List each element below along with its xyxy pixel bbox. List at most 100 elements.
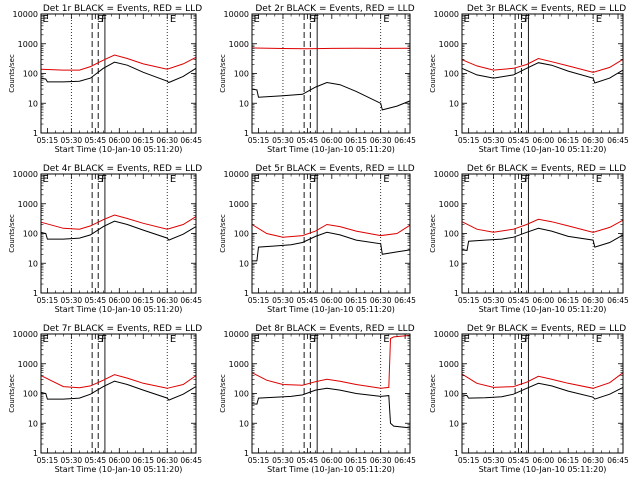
panel-title: Det 9r BLACK = Events, RED = LLD: [467, 324, 626, 334]
marker-label: E: [596, 334, 602, 345]
x-tick-label: 06:30: [582, 136, 604, 145]
y-axis-label: Counts/sec: [8, 214, 16, 253]
events-rate-line: [40, 61, 197, 84]
events-rate-line: [461, 227, 624, 251]
x-tick-label: 06:45: [180, 136, 202, 145]
y-tick-label: 1000: [439, 40, 459, 49]
x-tick-label: 05:15: [248, 456, 270, 465]
marker-label: E: [383, 14, 389, 25]
marker-label: S: [309, 334, 315, 345]
y-tick-label: 1000: [229, 360, 249, 369]
panel-det-1: 1 10 100 1000 10000 05:15 05:30 05:45 06:00 06:15…: [8, 4, 202, 154]
plot-frame: [461, 333, 624, 454]
y-axis-label: Counts/sec: [219, 374, 227, 413]
x-tick-label: 05:30: [61, 136, 83, 145]
y-tick-label: 100: [234, 390, 249, 399]
marker-label: E: [170, 174, 176, 185]
y-tick-label: 10000: [434, 10, 459, 19]
x-tick-label: 05:30: [272, 296, 294, 305]
panel-title: Det 8r BLACK = Events, RED = LLD: [255, 324, 414, 334]
x-tick-label: 06:15: [557, 136, 579, 145]
marker-label: F: [524, 334, 530, 345]
lld-rate-line: [40, 54, 197, 71]
x-axis-label: Start Time (10-Jan-10 05:11:20): [267, 145, 395, 154]
y-tick-label: 1: [454, 289, 459, 298]
marker-label: E: [596, 174, 602, 185]
x-tick-label: 06:30: [582, 456, 604, 465]
y-tick-label: 1: [244, 449, 249, 458]
y-tick-label: 1: [33, 449, 38, 458]
marker-label: S: [520, 334, 526, 345]
events-rate-line: [251, 81, 411, 111]
marker-label: F: [101, 334, 107, 345]
x-tick-label: 06:30: [370, 136, 392, 145]
marker-label: E: [170, 14, 176, 25]
y-tick-label: 10: [28, 419, 38, 428]
x-tick-label: 06:30: [156, 136, 178, 145]
panel-title: Det 7r BLACK = Events, RED = LLD: [43, 324, 202, 334]
x-tick-label: 06:15: [345, 136, 367, 145]
x-tick-label: 05:45: [297, 296, 319, 305]
marker-label: F: [524, 14, 530, 25]
marker-label: F: [313, 334, 319, 345]
marker-label: S: [97, 334, 103, 345]
panel-title: Det 1r BLACK = Events, RED = LLD: [43, 4, 202, 14]
y-tick-label: 1: [33, 289, 38, 298]
x-tick-label: 06:00: [321, 456, 343, 465]
marker-label: E: [253, 334, 259, 345]
y-axis-label: Counts/sec: [429, 374, 437, 413]
y-axis-label: Counts/sec: [429, 214, 437, 253]
x-tick-label: 06:15: [132, 136, 154, 145]
y-tick-label: 100: [444, 230, 459, 239]
x-axis-label: Start Time (10-Jan-10 05:11:20): [479, 465, 607, 474]
x-tick-label: 05:45: [85, 456, 107, 465]
plot-frame: [461, 173, 624, 294]
marker-label: S: [309, 174, 315, 185]
x-tick-label: 05:45: [508, 456, 530, 465]
x-tick-label: 06:30: [370, 456, 392, 465]
panel-title: Det 5r BLACK = Events, RED = LLD: [255, 164, 414, 174]
y-tick-label: 1: [454, 129, 459, 138]
x-tick-label: 05:45: [508, 136, 530, 145]
x-tick-label: 06:00: [321, 136, 343, 145]
x-tick-label: 06:15: [557, 296, 579, 305]
panel-det-6: 1 10 100 1000 10000 05:15 05:30 05:45 06:00 06:15…: [429, 164, 629, 314]
plot-frame: [40, 333, 197, 454]
x-tick-label: 05:30: [61, 456, 83, 465]
panel-det-4: 1 10 100 1000 10000 05:15 05:30 05:45 06:00 06:15…: [8, 164, 202, 314]
y-tick-label: 100: [23, 230, 38, 239]
plot-frame: [40, 173, 197, 294]
x-tick-label: 06:45: [607, 296, 629, 305]
x-tick-label: 05:15: [37, 456, 59, 465]
x-tick-label: 05:45: [85, 296, 107, 305]
y-tick-label: 10000: [13, 10, 38, 19]
y-axis-label: Counts/sec: [8, 374, 16, 413]
y-tick-label: 10: [28, 259, 38, 268]
y-tick-label: 1: [33, 129, 38, 138]
x-tick-label: 06:00: [321, 296, 343, 305]
lld-rate-line: [251, 334, 411, 389]
x-tick-label: 05:45: [85, 136, 107, 145]
x-tick-label: 06:30: [582, 296, 604, 305]
x-tick-label: 06:45: [607, 136, 629, 145]
panel-title: Det 6r BLACK = Events, RED = LLD: [467, 164, 626, 174]
y-tick-label: 10: [239, 259, 249, 268]
marker-label: S: [520, 174, 526, 185]
y-tick-label: 100: [23, 70, 38, 79]
y-tick-label: 10: [449, 419, 459, 428]
y-tick-label: 1000: [18, 200, 38, 209]
marker-label: F: [313, 14, 319, 25]
panel-det-2: 1 10 100 1000 10000 05:15 05:30 05:45 06:00 06:15…: [219, 4, 416, 154]
marker-label: E: [463, 174, 469, 185]
x-tick-label: 05:30: [483, 136, 505, 145]
y-tick-label: 10000: [224, 330, 249, 339]
x-tick-label: 05:15: [458, 136, 480, 145]
y-tick-label: 1000: [18, 40, 38, 49]
marker-label: E: [253, 14, 259, 25]
marker-label: S: [520, 14, 526, 25]
y-tick-label: 10000: [434, 330, 459, 339]
x-tick-label: 06:30: [156, 456, 178, 465]
lld-rate-line: [251, 47, 411, 50]
y-tick-label: 10000: [434, 170, 459, 179]
x-axis-label: Start Time (10-Jan-10 05:11:20): [479, 145, 607, 154]
